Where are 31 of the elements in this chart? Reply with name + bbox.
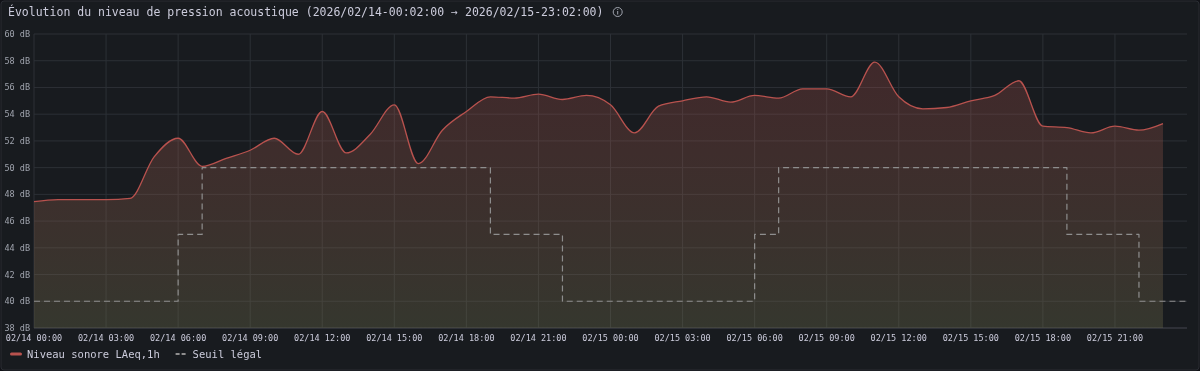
x-tick-label: 02/15 03:00: [654, 333, 711, 343]
y-tick-label: 44 dB: [4, 242, 30, 253]
y-tick-label: 40 dB: [4, 296, 30, 307]
y-tick-label: 52 dB: [4, 135, 30, 146]
x-tick-label: 02/15 00:00: [582, 333, 639, 343]
y-tick-label: 46 dB: [4, 216, 30, 227]
x-tick-label: 02/14 18:00: [438, 333, 495, 343]
x-tick-label: 02/14 06:00: [149, 333, 207, 343]
y-tick-label: 48 dB: [4, 189, 30, 200]
y-tick-label: 54 dB: [4, 109, 30, 120]
chart-title: Évolution du niveau de pression acoustique (2026/02/14-00:02:00 → 2026/02/15-23:02:00): [8, 4, 604, 19]
x-tick-label: 02/14 00:00: [5, 333, 63, 343]
y-tick-label: 58 dB: [4, 55, 30, 66]
x-tick-label: 02/14 09:00: [222, 333, 279, 343]
legend-label: Niveau sonore LAeq,1h: [27, 347, 160, 360]
x-tick-label: 02/15 06:00: [726, 333, 783, 343]
y-tick-label: 60 dB: [4, 29, 30, 39]
legend-label: Seuil légal: [192, 347, 263, 360]
y-tick-label: 42 dB: [4, 269, 30, 280]
x-tick-label: 02/14 15:00: [366, 333, 423, 343]
y-tick-label: 38 dB: [4, 323, 30, 333]
x-tick-label: 02/15 18:00: [1014, 333, 1072, 343]
x-tick-label: 02/15 12:00: [870, 333, 927, 343]
x-tick-label: 02/14 21:00: [510, 333, 567, 343]
x-tick-label: 02/14 12:00: [294, 333, 351, 343]
y-tick-label: 50 dB: [4, 162, 30, 173]
x-tick-label: 02/15 15:00: [942, 333, 999, 343]
y-tick-label: 56 dB: [4, 82, 30, 93]
x-tick-label: 02/15 21:00: [1086, 333, 1144, 343]
x-tick-label: 02/15 09:00: [798, 333, 855, 343]
x-tick-label: 02/14 03:00: [77, 333, 135, 343]
